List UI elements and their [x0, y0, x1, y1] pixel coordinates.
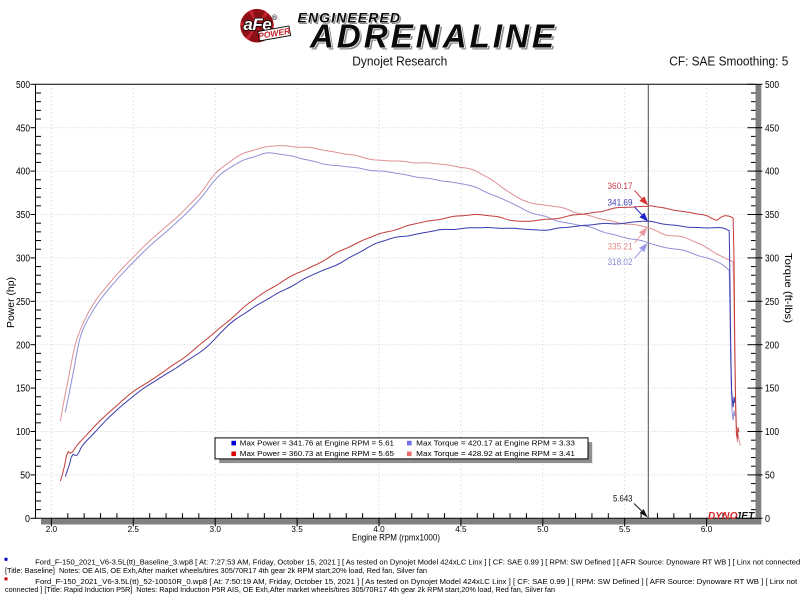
svg-text:300: 300 [765, 254, 779, 265]
svg-text:5.643: 5.643 [613, 494, 633, 505]
svg-text:5.0: 5.0 [537, 525, 549, 534]
svg-text:500: 500 [765, 80, 779, 91]
svg-text:Torque (ft-lbs): Torque (ft-lbs) [782, 253, 793, 323]
svg-text:ENGINEERED: ENGINEERED [299, 11, 402, 27]
svg-text:341.69: 341.69 [608, 197, 633, 207]
svg-text:R: R [273, 15, 276, 20]
svg-text:450: 450 [16, 123, 30, 134]
svg-text:400: 400 [765, 167, 779, 178]
svg-text:aFe: aFe [243, 15, 271, 34]
svg-text:150: 150 [765, 384, 779, 395]
svg-text:Power (hp): Power (hp) [6, 277, 17, 328]
svg-text:ADRENALINE: ADRENALINE [309, 18, 555, 55]
svg-text:DYNO: DYNO [708, 511, 738, 522]
svg-text:360.17: 360.17 [608, 181, 633, 191]
svg-text:50: 50 [20, 471, 30, 482]
svg-text:450: 450 [765, 123, 779, 134]
svg-text:Max Power = 360.73 at Engine R: Max Power = 360.73 at Engine RPM = 5.65 [240, 449, 394, 458]
svg-text:100: 100 [765, 427, 779, 438]
svg-text:Max Torque = 428.92 at Engine: Max Torque = 428.92 at Engine RPM = 3.41 [416, 449, 575, 458]
svg-text:Max Torque = 420.17 at Engine: Max Torque = 420.17 at Engine RPM = 3.33 [416, 438, 575, 447]
svg-text:500: 500 [16, 80, 30, 91]
svg-text:4.0: 4.0 [373, 525, 385, 534]
svg-text:0: 0 [765, 514, 770, 525]
svg-text:[Title: Baseline] Notes: OE A: [Title: Baseline] Notes: OE AIS, OE Exh,… [5, 566, 427, 575]
svg-text:350: 350 [765, 210, 779, 221]
svg-text:100: 100 [16, 427, 30, 438]
svg-text:ENGINEERED: ENGINEERED [298, 9, 401, 25]
svg-text:2.5: 2.5 [128, 525, 140, 534]
svg-text:6.0: 6.0 [701, 525, 713, 534]
svg-text:300: 300 [16, 254, 30, 265]
svg-text:200: 200 [765, 340, 779, 351]
svg-text:Max Power = 341.76 at Engine R: Max Power = 341.76 at Engine RPM = 5.61 [240, 438, 394, 447]
svg-text:2.0: 2.0 [46, 525, 58, 534]
svg-text:connected ] [Title: Rapid Indu: connected ] [Title: Rapid Induction P5R]… [5, 585, 555, 594]
svg-text:5.5: 5.5 [619, 525, 631, 534]
svg-text:3.5: 3.5 [291, 525, 303, 534]
svg-text:Ford_F-150_2021_V6-3.5L(tt)_52: Ford_F-150_2021_V6-3.5L(tt)_52-10010R_0.… [35, 577, 797, 586]
svg-text:200: 200 [16, 340, 30, 351]
svg-text:350: 350 [16, 210, 30, 221]
svg-text:JET: JET [736, 511, 756, 522]
svg-text:250: 250 [16, 297, 30, 308]
svg-text:335.21: 335.21 [608, 242, 633, 252]
svg-text:CF: SAE Smoothing: 5: CF: SAE Smoothing: 5 [669, 55, 788, 69]
svg-text:318.02: 318.02 [608, 257, 633, 267]
svg-text:250: 250 [765, 297, 779, 308]
svg-text:150: 150 [16, 384, 30, 395]
svg-text:50: 50 [765, 471, 775, 482]
svg-text:Engine RPM (rpmx1000): Engine RPM (rpmx1000) [352, 533, 440, 543]
svg-text:3.0: 3.0 [210, 525, 222, 534]
svg-text:400: 400 [16, 167, 30, 178]
svg-text:ADRENALINE: ADRENALINE [311, 20, 557, 57]
svg-text:Dynojet Research: Dynojet Research [352, 55, 447, 69]
svg-text:4.5: 4.5 [455, 525, 467, 534]
svg-text:0: 0 [25, 514, 30, 525]
svg-text:Ford_F-150_2021_V6-3.5L(tt)_Ba: Ford_F-150_2021_V6-3.5L(tt)_Baseline_3.w… [35, 558, 800, 567]
